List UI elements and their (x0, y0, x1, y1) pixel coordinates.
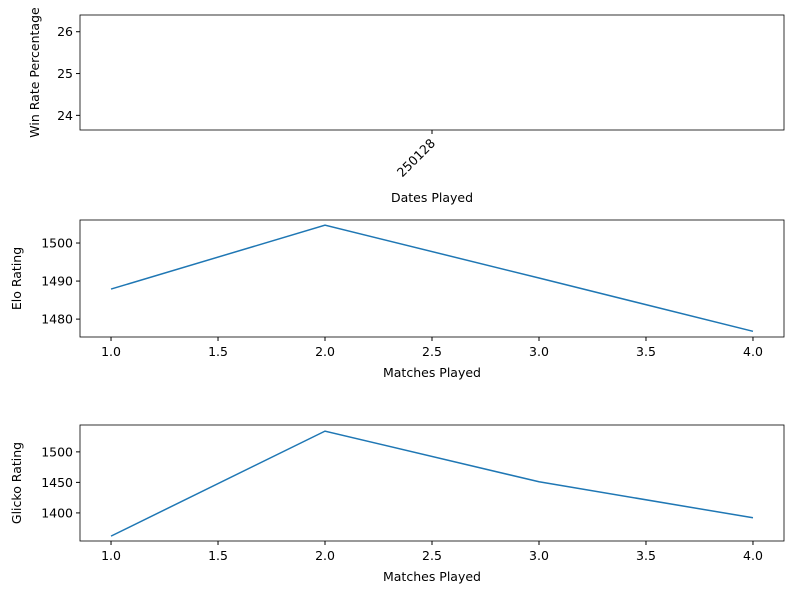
x-tick-label: 2.5 (422, 548, 442, 563)
plot-frame (79, 424, 785, 542)
x-tick-label: 3.0 (529, 344, 549, 359)
x-tick-label: 4.0 (743, 548, 763, 563)
y-tick-label: 24 (57, 108, 73, 123)
x-axis-label: Matches Played (383, 365, 481, 380)
x-tick-label: 1.5 (208, 548, 228, 563)
x-axis-label: Matches Played (383, 569, 481, 584)
y-tick-label: 1480 (41, 312, 73, 327)
y-tick-label: 1500 (41, 236, 73, 251)
y-axis-label: Win Rate Percentage (27, 7, 42, 138)
x-tick-label: 2.0 (315, 548, 335, 563)
x-tick-label: 4.0 (743, 344, 763, 359)
y-tick-label: 25 (57, 66, 73, 81)
x-axis-label: Dates Played (391, 190, 473, 205)
y-tick-label: 1490 (41, 274, 73, 289)
y-tick-label: 1450 (41, 475, 73, 490)
x-tick-label: 2.5 (422, 344, 442, 359)
line-series (110, 430, 754, 537)
x-tick-label: 3.5 (636, 344, 656, 359)
plot-frame (79, 219, 785, 338)
plot-frame (79, 14, 785, 131)
x-tick-label: 3.5 (636, 548, 656, 563)
y-tick-label: 1500 (41, 444, 73, 459)
x-tick-label: 1.0 (101, 548, 121, 563)
x-tick-label: 3.0 (529, 548, 549, 563)
x-tick-label: 2.0 (315, 344, 335, 359)
y-tick-label: 26 (57, 24, 73, 39)
x-tick-label: 1.0 (101, 344, 121, 359)
y-axis-label: Elo Rating (9, 247, 24, 310)
y-tick-label: 1400 (41, 505, 73, 520)
y-axis-label: Glicko Rating (9, 442, 24, 524)
x-tick-label: 1.5 (208, 344, 228, 359)
x-tick-label: 250128 (394, 135, 438, 179)
line-series (110, 224, 754, 333)
